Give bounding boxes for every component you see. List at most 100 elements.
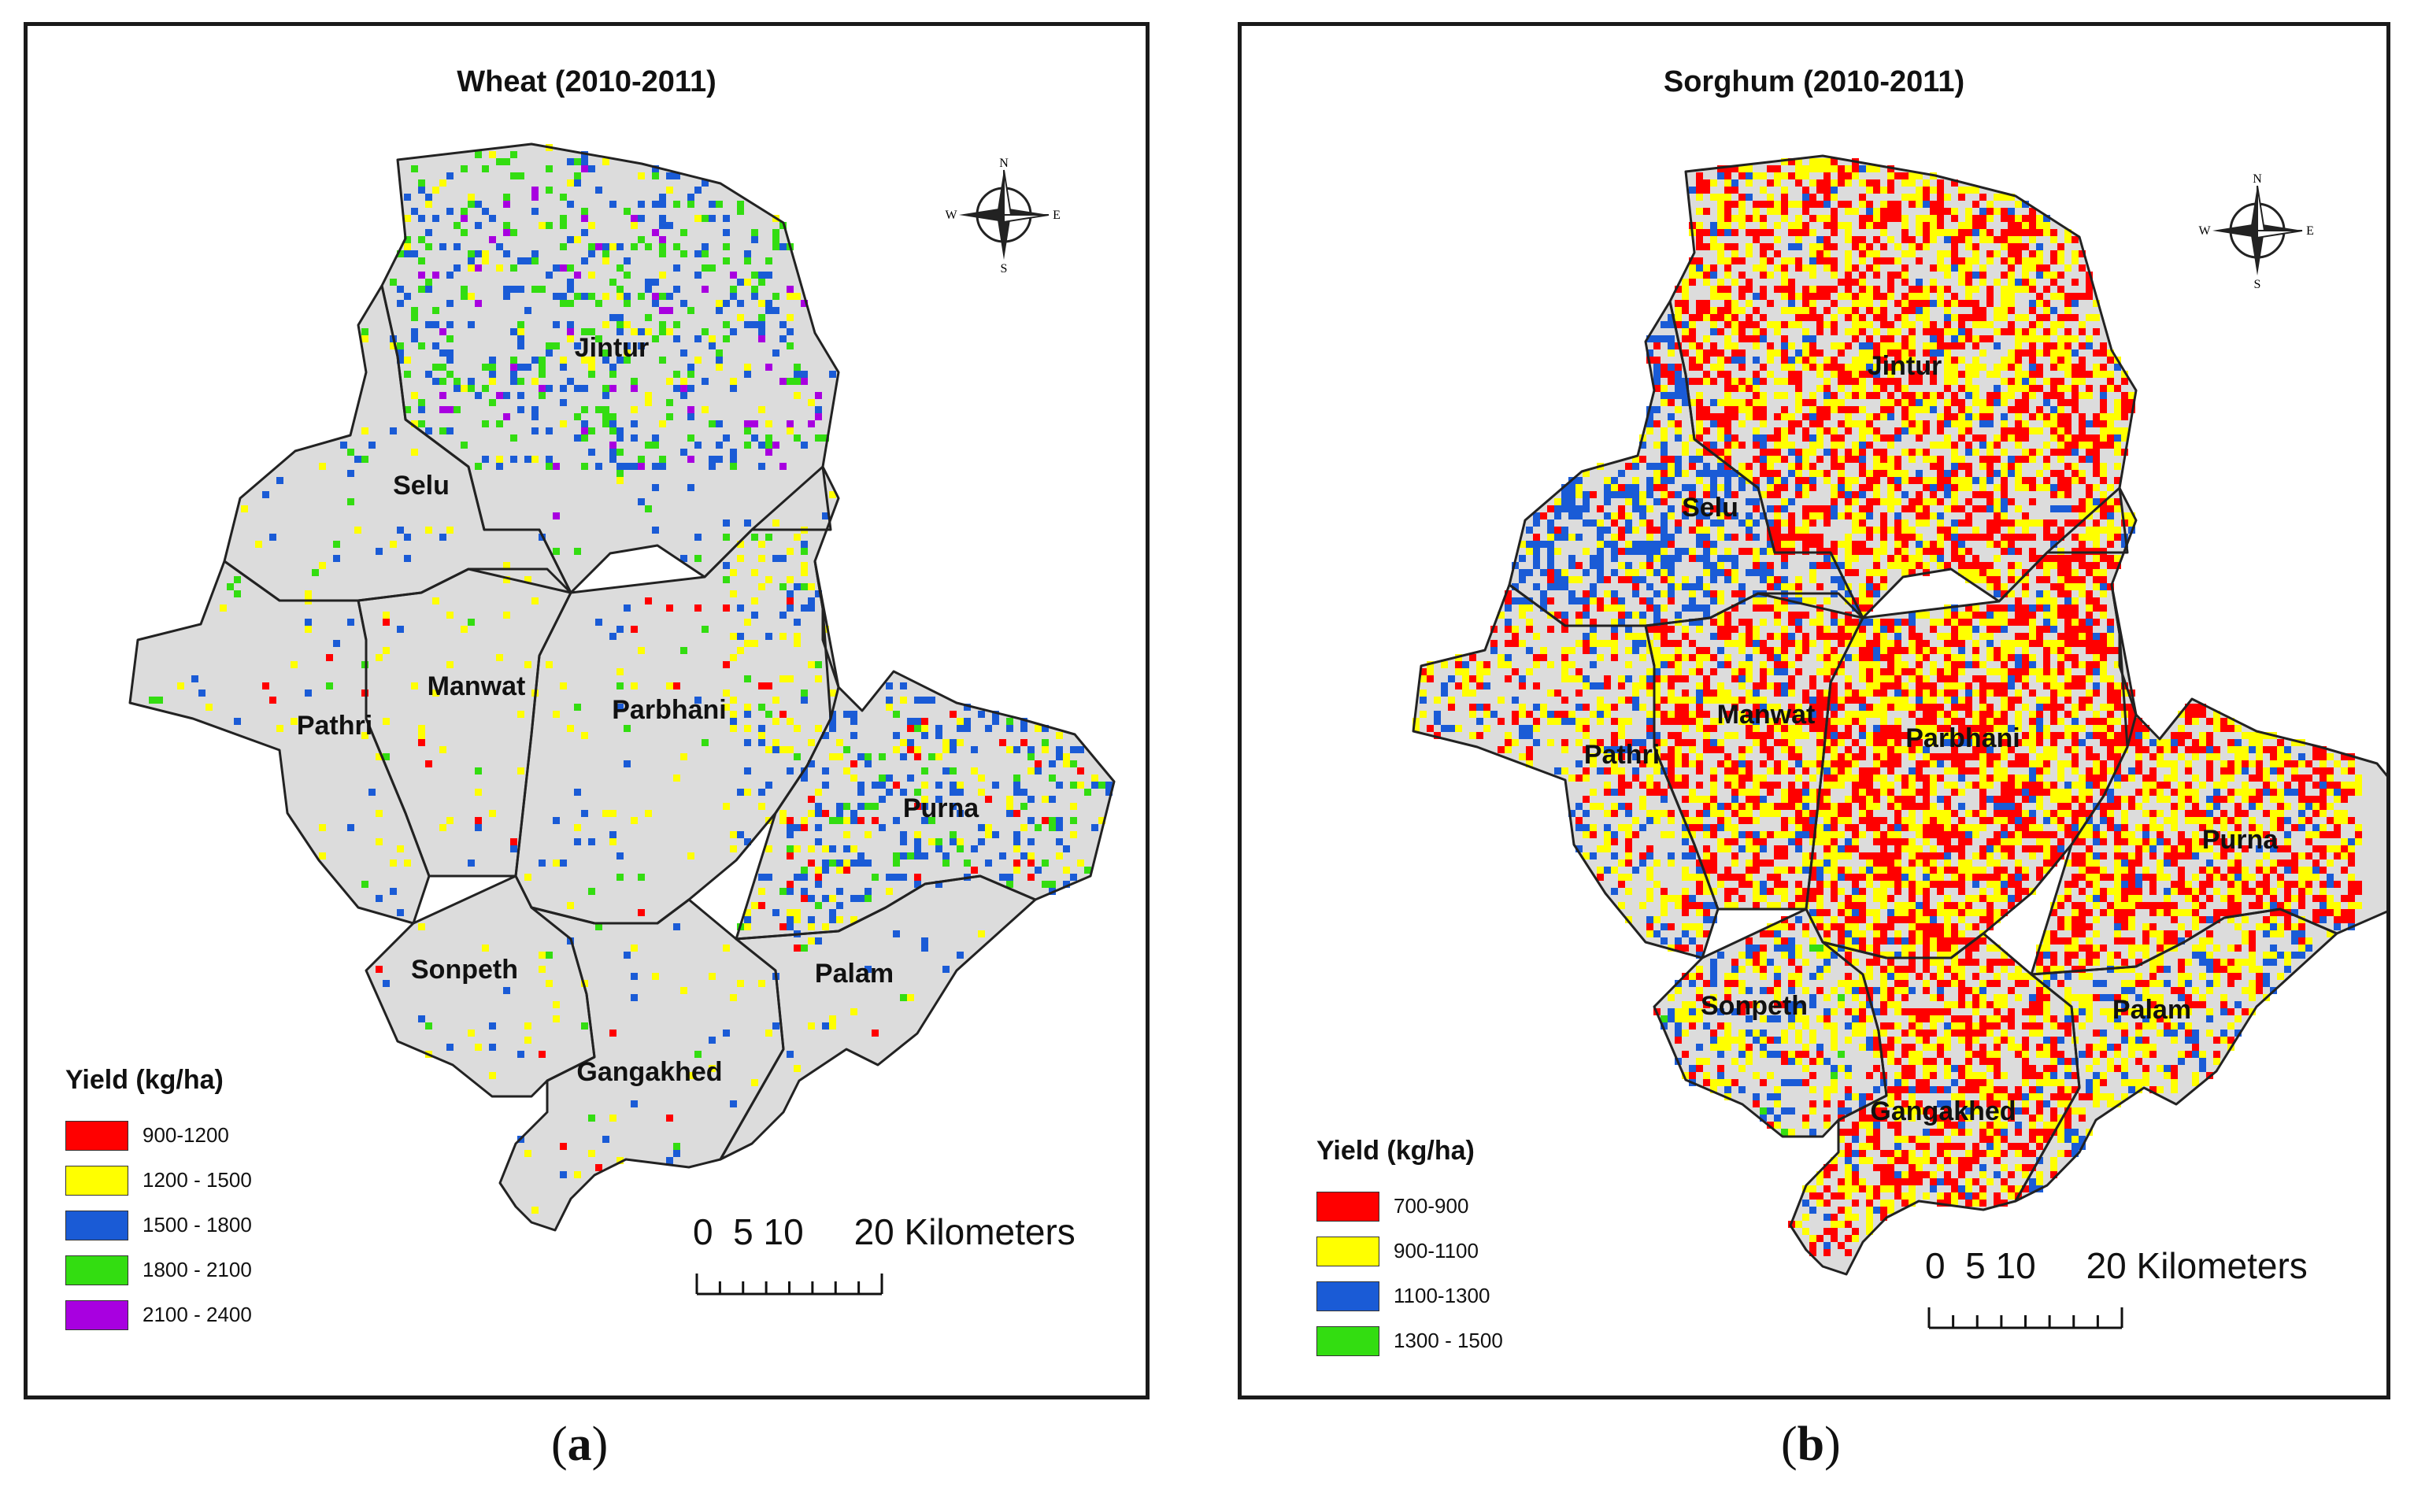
yield-pixel bbox=[2001, 477, 2008, 484]
yield-pixel bbox=[1845, 456, 1852, 463]
yield-pixel bbox=[1668, 463, 1675, 470]
yield-pixel bbox=[801, 888, 808, 895]
yield-pixel bbox=[2199, 711, 2206, 718]
yield-pixel bbox=[1852, 654, 1859, 661]
yield-pixel bbox=[857, 852, 865, 860]
yield-pixel bbox=[645, 505, 652, 512]
yield-pixel bbox=[1965, 612, 1972, 619]
yield-pixel bbox=[751, 286, 758, 293]
yield-pixel bbox=[730, 994, 737, 1001]
yield-pixel bbox=[2029, 236, 2036, 243]
yield-pixel bbox=[2029, 633, 2036, 640]
yield-pixel bbox=[510, 264, 517, 272]
yield-pixel bbox=[1781, 583, 1788, 590]
yield-pixel bbox=[2064, 576, 2072, 583]
yield-pixel bbox=[744, 619, 751, 626]
yield-pixel bbox=[822, 1022, 829, 1030]
yield-pixel bbox=[2029, 208, 2036, 215]
yield-pixel bbox=[758, 739, 765, 746]
yield-pixel bbox=[1802, 647, 1809, 654]
yield-pixel bbox=[1795, 456, 1802, 463]
yield-pixel bbox=[1979, 236, 1986, 243]
yield-pixel bbox=[1774, 201, 1781, 208]
yield-pixel bbox=[1887, 257, 1894, 264]
yield-pixel bbox=[808, 937, 815, 945]
yield-pixel bbox=[432, 215, 439, 222]
yield-pixel bbox=[1724, 626, 1731, 633]
yield-pixel bbox=[772, 229, 779, 236]
yield-pixel bbox=[1703, 541, 1710, 548]
yield-pixel bbox=[1894, 527, 1901, 534]
yield-pixel bbox=[1710, 505, 1717, 512]
yield-pixel bbox=[1724, 442, 1731, 449]
yield-pixel bbox=[822, 512, 829, 519]
yield-pixel bbox=[1831, 512, 1838, 519]
yield-pixel bbox=[1852, 307, 1859, 314]
yield-pixel bbox=[1894, 739, 1901, 746]
yield-pixel bbox=[2050, 505, 2057, 512]
yield-pixel bbox=[2001, 272, 2008, 279]
yield-pixel bbox=[1724, 392, 1731, 399]
yield-pixel bbox=[1894, 399, 1901, 406]
yield-pixel bbox=[1717, 349, 1724, 357]
yield-pixel bbox=[2001, 392, 2008, 399]
yield-pixel bbox=[2100, 590, 2107, 597]
yield-pixel bbox=[673, 371, 680, 378]
yield-pixel bbox=[1724, 427, 1731, 434]
yield-pixel bbox=[1986, 704, 1994, 711]
yield-pixel bbox=[1724, 484, 1731, 491]
yield-pixel bbox=[1483, 682, 1490, 689]
yield-pixel bbox=[1632, 697, 1639, 704]
yield-pixel bbox=[1731, 640, 1738, 647]
yield-pixel bbox=[1979, 264, 1986, 272]
yield-pixel bbox=[503, 158, 510, 165]
yield-pixel bbox=[779, 463, 787, 470]
yield-pixel bbox=[815, 789, 822, 796]
yield-pixel bbox=[1831, 562, 1838, 569]
yield-pixel bbox=[680, 349, 687, 357]
yield-pixel bbox=[1873, 286, 1880, 293]
yield-pixel bbox=[1753, 342, 1760, 349]
yield-pixel bbox=[425, 201, 432, 208]
yield-pixel bbox=[609, 385, 616, 392]
yield-pixel bbox=[744, 519, 751, 527]
yield-pixel bbox=[2100, 463, 2107, 470]
yield-pixel bbox=[2015, 215, 2022, 222]
yield-pixel bbox=[1994, 328, 2001, 335]
yield-pixel bbox=[978, 824, 985, 831]
yield-pixel bbox=[2107, 562, 2114, 569]
yield-pixel bbox=[1013, 845, 1020, 852]
yield-pixel bbox=[2086, 597, 2093, 604]
yield-pixel bbox=[2043, 442, 2050, 449]
yield-pixel bbox=[1845, 378, 1852, 385]
yield-pixel bbox=[2022, 732, 2029, 739]
yield-pixel bbox=[1816, 541, 1823, 548]
yield-pixel bbox=[531, 357, 539, 364]
yield-pixel bbox=[1427, 668, 1434, 675]
yield-pixel bbox=[1866, 675, 1873, 682]
yield-pixel bbox=[1965, 314, 1972, 321]
yield-pixel bbox=[2072, 626, 2079, 633]
yield-pixel bbox=[1866, 682, 1873, 689]
yield-pixel bbox=[1838, 342, 1845, 349]
yield-pixel bbox=[1084, 867, 1091, 874]
yield-pixel bbox=[1063, 753, 1070, 760]
yield-pixel bbox=[1894, 555, 1901, 562]
yield-pixel bbox=[1696, 718, 1703, 725]
yield-pixel bbox=[1760, 335, 1767, 342]
yield-pixel bbox=[1986, 689, 1994, 697]
yield-pixel bbox=[1986, 456, 1994, 463]
yield-pixel bbox=[1767, 484, 1774, 491]
yield-pixel bbox=[1105, 782, 1113, 789]
yield-pixel bbox=[1724, 449, 1731, 456]
yield-pixel bbox=[1689, 604, 1696, 612]
yield-pixel bbox=[2001, 640, 2008, 647]
yield-pixel bbox=[772, 349, 779, 357]
yield-pixel bbox=[1894, 328, 1901, 335]
yield-pixel bbox=[1781, 633, 1788, 640]
yield-pixel bbox=[1675, 583, 1682, 590]
yield-pixel bbox=[2022, 534, 2029, 541]
yield-pixel bbox=[2064, 413, 2072, 420]
yield-pixel bbox=[2029, 555, 2036, 562]
yield-pixel bbox=[1788, 619, 1795, 626]
